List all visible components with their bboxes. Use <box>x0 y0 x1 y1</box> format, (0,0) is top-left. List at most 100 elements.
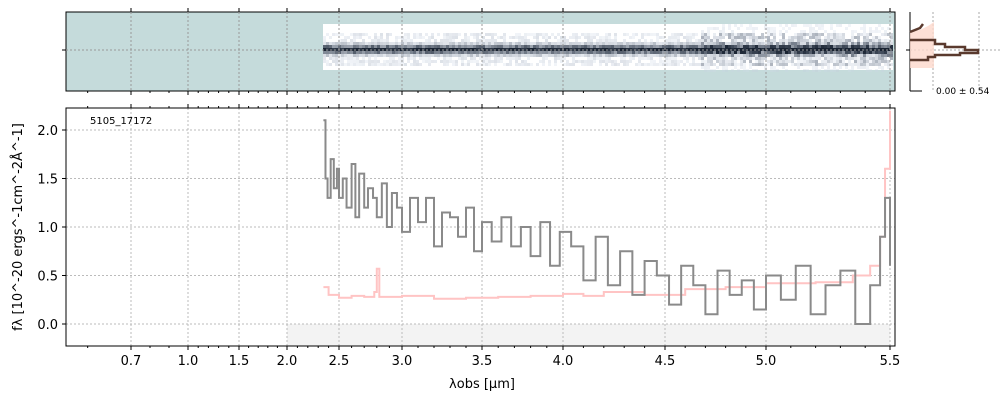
image-pixel <box>650 51 653 54</box>
image-pixel <box>389 51 392 54</box>
image-pixel <box>599 42 602 45</box>
image-pixel <box>533 45 536 48</box>
image-pixel <box>767 45 770 48</box>
image-pixel <box>806 45 809 48</box>
image-pixel <box>674 39 677 42</box>
image-pixel <box>641 54 644 57</box>
image-pixel <box>590 54 593 57</box>
image-pixel <box>485 54 488 57</box>
image-pixel <box>431 60 434 63</box>
image-pixel <box>626 60 629 63</box>
x-axis-label: λobs [μm] <box>449 377 515 392</box>
image-pixel <box>683 48 686 51</box>
image-pixel <box>797 33 800 36</box>
image-pixel <box>743 63 746 66</box>
image-pixel <box>638 63 641 66</box>
image-pixel <box>398 60 401 63</box>
image-pixel <box>518 45 521 48</box>
y-tick-label: 2.0 <box>37 124 58 139</box>
image-pixel <box>818 57 821 60</box>
image-pixel <box>509 42 512 45</box>
image-pixel <box>584 63 587 66</box>
y-axis-label: fλ [10^-20 ergs^-1cm^-2Å^-1] <box>10 123 26 331</box>
image-pixel <box>386 36 389 39</box>
image-pixel <box>752 42 755 45</box>
image-pixel <box>662 45 665 48</box>
image-pixel <box>443 51 446 54</box>
image-pixel <box>680 45 683 48</box>
image-pixel <box>410 63 413 66</box>
image-pixel <box>734 24 737 27</box>
image-pixel <box>815 33 818 36</box>
image-pixel <box>551 48 554 51</box>
image-pixel <box>560 51 563 54</box>
image-pixel <box>668 51 671 54</box>
image-pixel <box>497 57 500 60</box>
image-pixel <box>806 57 809 60</box>
image-pixel <box>770 63 773 66</box>
image-pixel <box>341 33 344 36</box>
image-pixel <box>326 42 329 45</box>
image-pixel <box>869 63 872 66</box>
image-pixel <box>482 42 485 45</box>
image-pixel <box>584 36 587 39</box>
image-pixel <box>467 60 470 63</box>
image-pixel <box>812 30 815 33</box>
image-pixel <box>434 54 437 57</box>
image-pixel <box>749 33 752 36</box>
image-pixel <box>335 54 338 57</box>
image-pixel <box>794 54 797 57</box>
image-pixel <box>770 60 773 63</box>
image-pixel <box>413 36 416 39</box>
image-pixel <box>488 48 491 51</box>
image-pixel <box>680 60 683 63</box>
image-pixel <box>737 27 740 30</box>
image-pixel <box>863 42 866 45</box>
image-pixel <box>605 45 608 48</box>
image-pixel <box>851 69 854 72</box>
image-pixel <box>500 54 503 57</box>
image-pixel <box>731 63 734 66</box>
image-pixel <box>386 60 389 63</box>
image-pixel <box>848 45 851 48</box>
image-pixel <box>464 39 467 42</box>
image-pixel <box>656 36 659 39</box>
image-pixel <box>629 36 632 39</box>
image-pixel <box>551 51 554 54</box>
image-pixel <box>632 45 635 48</box>
image-pixel <box>779 51 782 54</box>
image-pixel <box>425 60 428 63</box>
image-pixel <box>587 45 590 48</box>
image-pixel <box>833 66 836 69</box>
image-pixel <box>638 39 641 42</box>
image-pixel <box>383 42 386 45</box>
image-pixel <box>527 51 530 54</box>
image-pixel <box>557 54 560 57</box>
image-pixel <box>581 33 584 36</box>
image-pixel <box>554 54 557 57</box>
image-pixel <box>731 36 734 39</box>
image-pixel <box>518 54 521 57</box>
image-pixel <box>587 60 590 63</box>
image-pixel <box>563 57 566 60</box>
image-pixel <box>506 45 509 48</box>
image-pixel <box>824 69 827 72</box>
image-pixel <box>323 36 326 39</box>
image-pixel <box>791 63 794 66</box>
image-pixel <box>605 39 608 42</box>
image-pixel <box>872 60 875 63</box>
image-pixel <box>332 60 335 63</box>
image-pixel <box>818 69 821 72</box>
image-pixel <box>410 42 413 45</box>
image-pixel <box>668 45 671 48</box>
image-pixel <box>512 57 515 60</box>
image-pixel <box>368 51 371 54</box>
image-pixel <box>650 45 653 48</box>
image-pixel <box>443 39 446 42</box>
image-pixel <box>872 42 875 45</box>
image-pixel <box>623 33 626 36</box>
image-pixel <box>359 42 362 45</box>
image-pixel <box>821 54 824 57</box>
image-pixel <box>542 60 545 63</box>
image-pixel <box>362 45 365 48</box>
